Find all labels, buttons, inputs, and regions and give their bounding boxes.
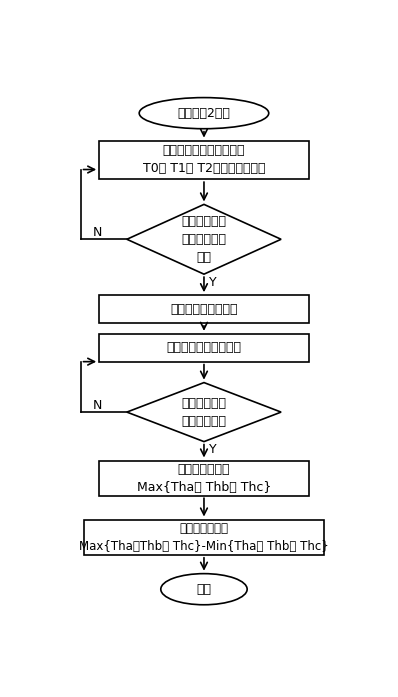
Text: N: N xyxy=(93,227,102,239)
Text: 发出高频信号使能定时器
T0、 T1、 T2，使能捕获中断: 发出高频信号使能定时器 T0、 T1、 T2，使能捕获中断 xyxy=(143,144,265,176)
Text: 三相捕获中断
是否全部发生: 三相捕获中断 是否全部发生 xyxy=(181,397,226,427)
Text: Y: Y xyxy=(209,276,216,289)
Text: 检测单相回路
频率信号是否
消失: 检测单相回路 频率信号是否 消失 xyxy=(181,215,226,263)
Text: 计算三相不同期
Max{Tha、Thb、 Thc}-Min{Tha、 Thb、 Thc}: 计算三相不同期 Max{Tha、Thb、 Thc}-Min{Tha、 Thb、 … xyxy=(79,521,329,553)
Text: 计算对应单相合闸周期: 计算对应单相合闸周期 xyxy=(166,342,242,354)
Text: Y: Y xyxy=(209,443,216,456)
Text: N: N xyxy=(93,399,102,412)
Text: 计算开关合闸期
Max{Tha、 Thb、 Thc}: 计算开关合闸期 Max{Tha、 Thb、 Thc} xyxy=(137,463,271,493)
Text: 返回: 返回 xyxy=(197,583,211,596)
Text: 外部中断2入口: 外部中断2入口 xyxy=(178,107,230,120)
Text: 对应定时器停止计时: 对应定时器停止计时 xyxy=(170,302,238,316)
